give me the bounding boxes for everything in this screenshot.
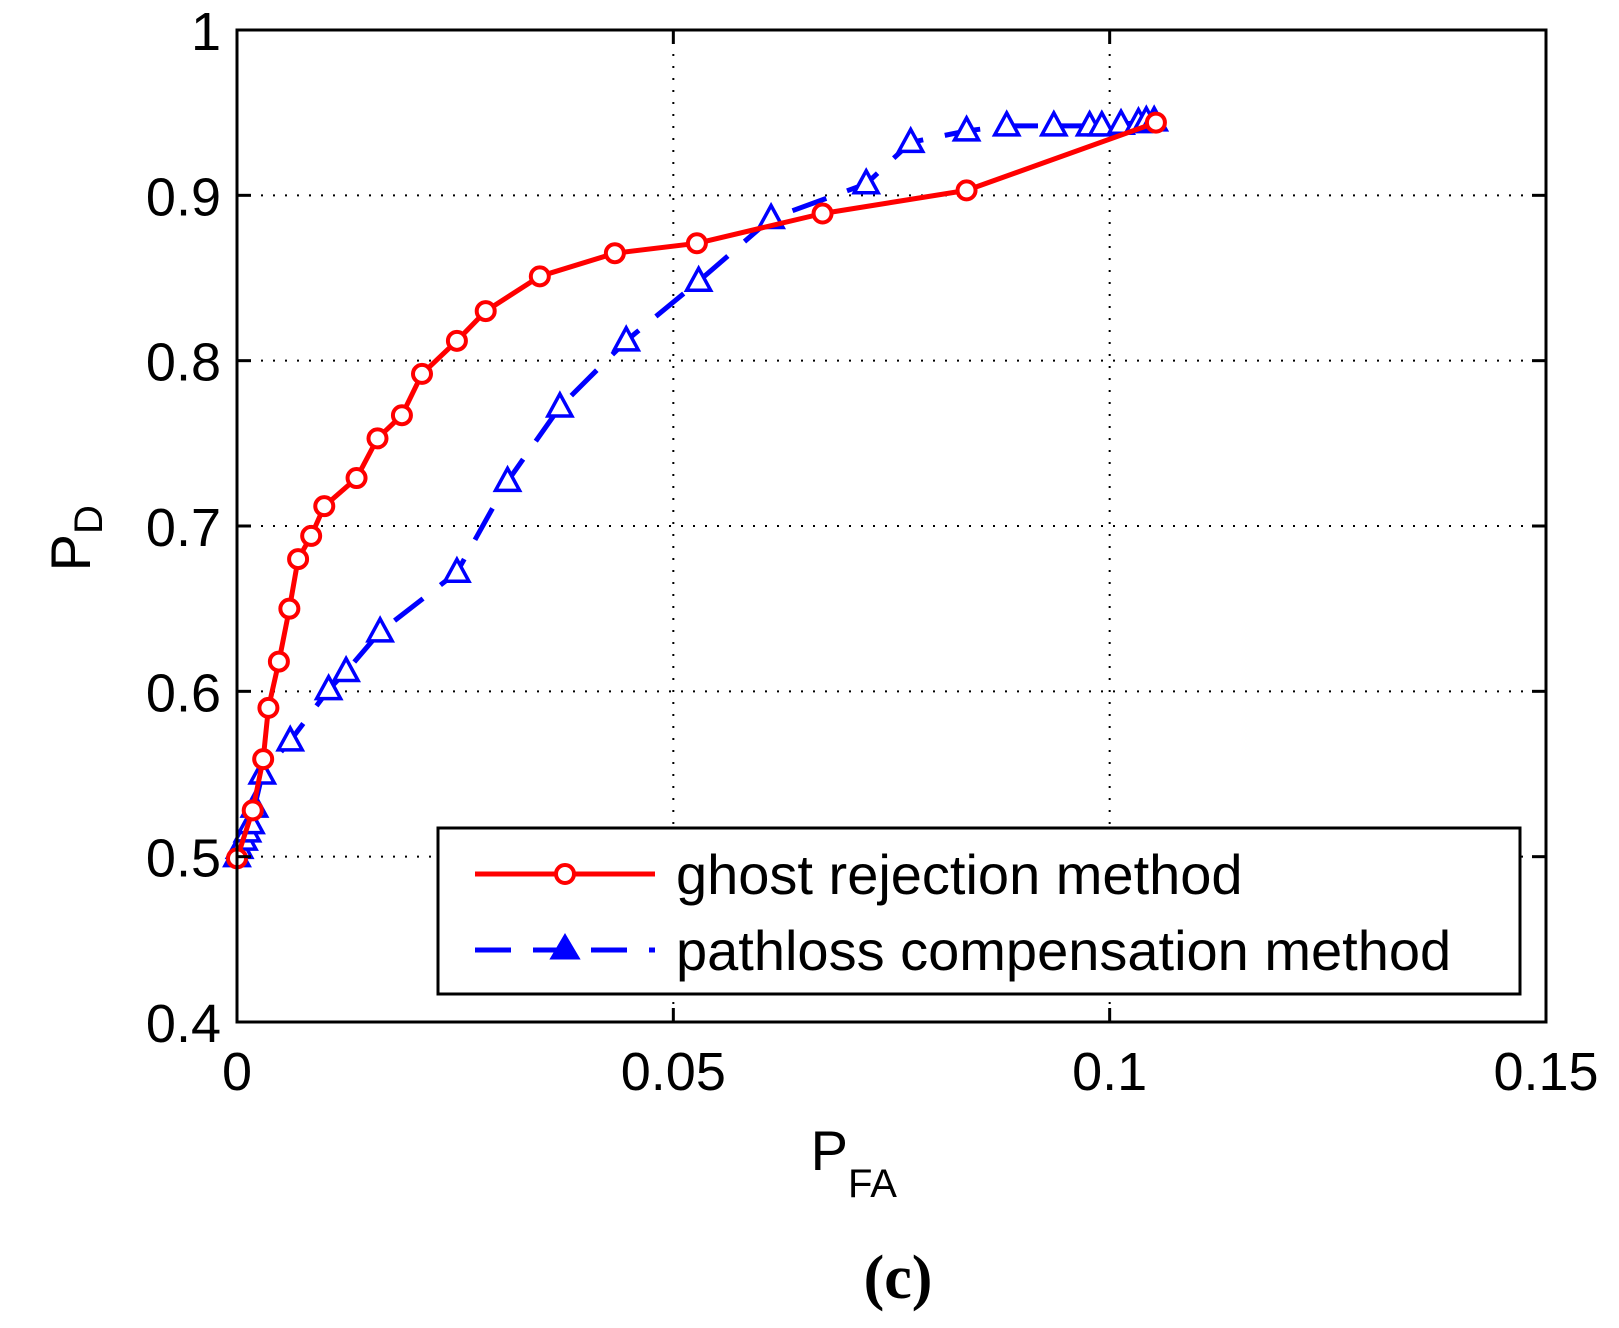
data-point-ghost [278,597,301,620]
data-point-pathloss [1038,109,1069,137]
data-point-pathloss [683,264,714,293]
legend-label-ghost: ghost rejection method [676,843,1243,906]
data-point-ghost [390,404,413,427]
legend-marker-ghost [554,863,576,885]
data-point-ghost [474,300,497,323]
y-tick-label: 0.4 [146,994,221,1054]
x-tick-label: 0.15 [1493,1042,1598,1102]
series-layer [222,104,1170,870]
x-axis-label-sub: FA [848,1162,897,1206]
x-axis-label-main: P [811,1119,848,1182]
y-tick-label: 0.5 [146,829,221,889]
data-point-pathloss [951,114,982,142]
data-point-pathloss [441,555,472,584]
y-tick-label: 0.7 [146,498,221,558]
data-point-pathloss [895,125,926,154]
data-point-ghost [603,242,626,265]
legend: ghost rejection method pathloss compensa… [436,826,1522,996]
data-point-ghost [445,329,468,352]
legend-label-pathloss: pathloss compensation method [676,919,1451,982]
data-point-ghost [252,748,275,771]
axis-ticks: 0 0.05 0.1 0.15 0.4 0.5 0.6 0.7 0.8 0.9 1 [146,2,1599,1102]
figure-caption: (c) [864,1244,933,1312]
data-point-ghost [411,362,434,385]
data-point-ghost [300,524,323,547]
data-point-pathloss [991,109,1022,137]
data-point-ghost [528,265,551,288]
y-tick-label: 0.9 [146,167,221,227]
x-axis-label: P [811,1119,848,1182]
data-point-ghost [257,696,280,719]
legend-marker-pathloss [549,933,581,960]
data-point-ghost [313,495,336,518]
data-point-pathloss [313,673,344,701]
data-point-ghost [955,179,978,202]
data-point-ghost [267,650,290,673]
data-point-ghost [366,427,389,450]
data-point-ghost [811,202,834,225]
data-point-ghost [1144,111,1167,134]
y-axis-label: P [39,534,102,571]
data-point-pathloss [851,167,882,195]
data-point-pathloss [492,464,523,493]
data-point-pathloss [275,724,306,752]
x-tick-label: 0.1 [1072,1042,1147,1102]
y-axis-label-group: P D [39,505,111,571]
y-axis-label-sub: D [67,505,111,534]
data-point-ghost [241,799,264,822]
data-point-pathloss [1086,109,1117,137]
y-tick-label: 0.8 [146,333,221,393]
legend-box [436,826,1522,996]
data-point-pathloss [365,615,396,643]
x-tick-label: 0.05 [621,1042,726,1102]
y-tick-label: 1 [191,2,221,62]
data-point-pathloss [544,390,575,418]
y-tick-label: 0.6 [146,663,221,723]
data-point-pathloss [331,654,362,683]
x-tick-label: 0 [222,1042,252,1102]
data-point-pathloss [611,324,642,352]
data-point-ghost [287,548,310,571]
data-point-ghost [345,467,368,490]
data-point-ghost [685,232,708,255]
